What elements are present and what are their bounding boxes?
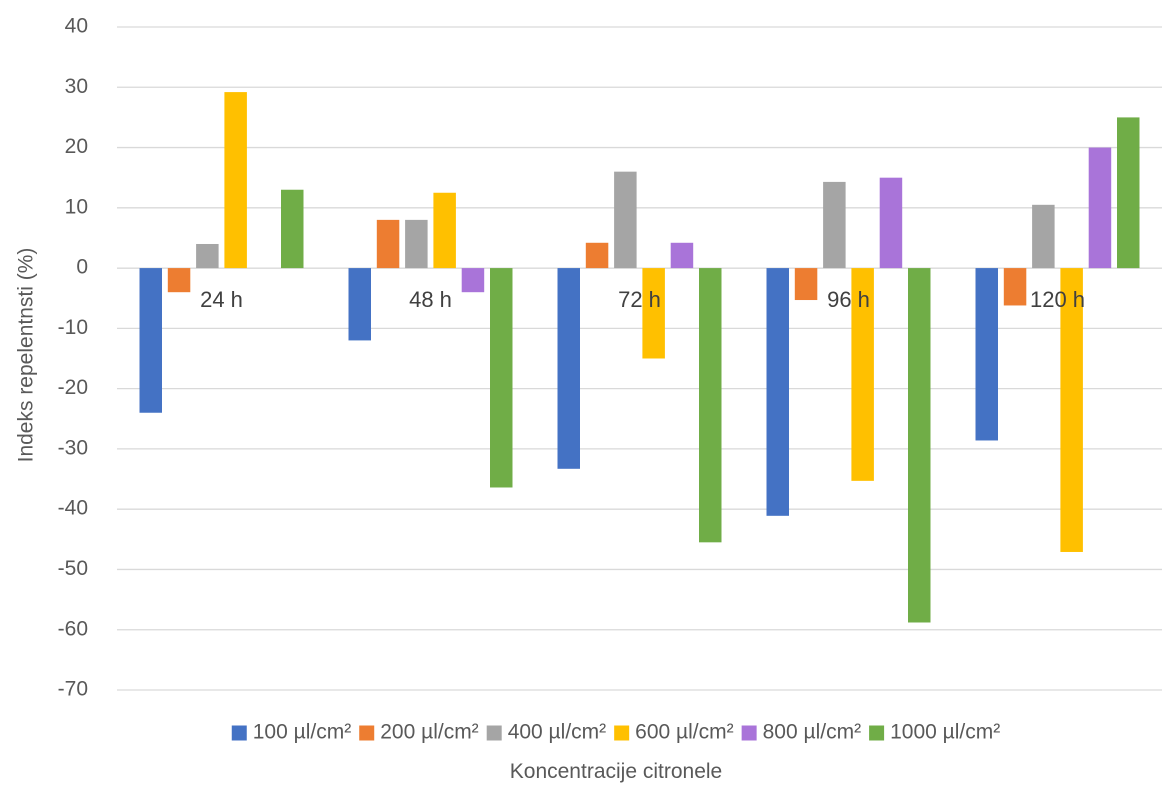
- bar: [461, 268, 485, 293]
- y-tick-label: 10: [65, 195, 88, 218]
- category-label: 24 h: [200, 287, 243, 312]
- y-tick-labels: 40 30 20 10 0 -10 -20 -30 -40 -50 -60 -70: [58, 15, 88, 701]
- y-tick-label: -70: [58, 678, 88, 701]
- y-tick-label: 0: [76, 256, 88, 279]
- y-tick-label: -60: [58, 617, 88, 640]
- bar: [851, 268, 874, 481]
- bar: [224, 92, 247, 269]
- bar: [614, 171, 637, 269]
- y-tick-label: 40: [65, 15, 88, 38]
- y-tick-label: 30: [65, 75, 88, 98]
- legend-swatch: [486, 725, 502, 741]
- y-axis-title: Indeks repelentnsti (%): [15, 248, 38, 463]
- bar: [1003, 268, 1027, 306]
- y-tick-label: -40: [58, 497, 88, 520]
- legend-label: 600 µl/cm²: [635, 721, 733, 744]
- bar: [196, 243, 219, 269]
- legend-swatch: [741, 725, 757, 741]
- y-tick-label: -50: [58, 557, 88, 580]
- x-axis-title: Koncentracije citronele: [510, 760, 722, 783]
- bar: [879, 177, 903, 269]
- bar: [1117, 117, 1140, 269]
- bar: [348, 268, 371, 341]
- bar: [1060, 268, 1083, 552]
- bar: [1032, 204, 1055, 269]
- legend-swatch: [614, 725, 630, 741]
- legend-swatch: [869, 725, 885, 741]
- legend-swatch: [359, 725, 375, 741]
- legend-label: 1000 µl/cm²: [890, 721, 1000, 744]
- bar: [281, 189, 304, 269]
- legend-label: 100 µl/cm²: [253, 721, 351, 744]
- bar: [823, 181, 846, 269]
- y-tick-label: 20: [65, 135, 88, 158]
- category-label: 72 h: [618, 287, 661, 312]
- bar: [376, 219, 400, 269]
- y-tick-label: -30: [58, 436, 88, 459]
- bar: [1088, 147, 1112, 269]
- bar: [642, 268, 665, 359]
- legend-label: 400 µl/cm²: [508, 721, 606, 744]
- bar: [908, 268, 931, 623]
- bar: [670, 242, 694, 269]
- bars: [139, 92, 1140, 623]
- bar: [139, 268, 162, 413]
- bar: [585, 242, 609, 269]
- bar: [405, 219, 428, 269]
- bar: [433, 192, 456, 269]
- legend-swatch: [231, 725, 247, 741]
- bar: [975, 268, 998, 441]
- category-label: 48 h: [409, 287, 452, 312]
- y-tick-label: -10: [58, 316, 88, 339]
- bar: [794, 268, 818, 301]
- legend-label: 800 µl/cm²: [763, 721, 861, 744]
- category-labels: 24 h 48 h 72 h 96 h 120 h: [200, 287, 1085, 312]
- bar: [766, 268, 789, 516]
- category-label: 96 h: [827, 287, 870, 312]
- bar: [699, 268, 722, 543]
- bar: [557, 268, 580, 469]
- category-label: 120 h: [1030, 287, 1085, 312]
- y-tick-label: -20: [58, 376, 88, 399]
- legend: 100 µl/cm² 200 µl/cm² 400 µl/cm² 600 µl/cm²…: [231, 721, 1000, 744]
- legend-label: 200 µl/cm²: [380, 721, 478, 744]
- gridlines: [117, 26, 1162, 691]
- bar: [167, 268, 191, 293]
- bar: [490, 268, 513, 488]
